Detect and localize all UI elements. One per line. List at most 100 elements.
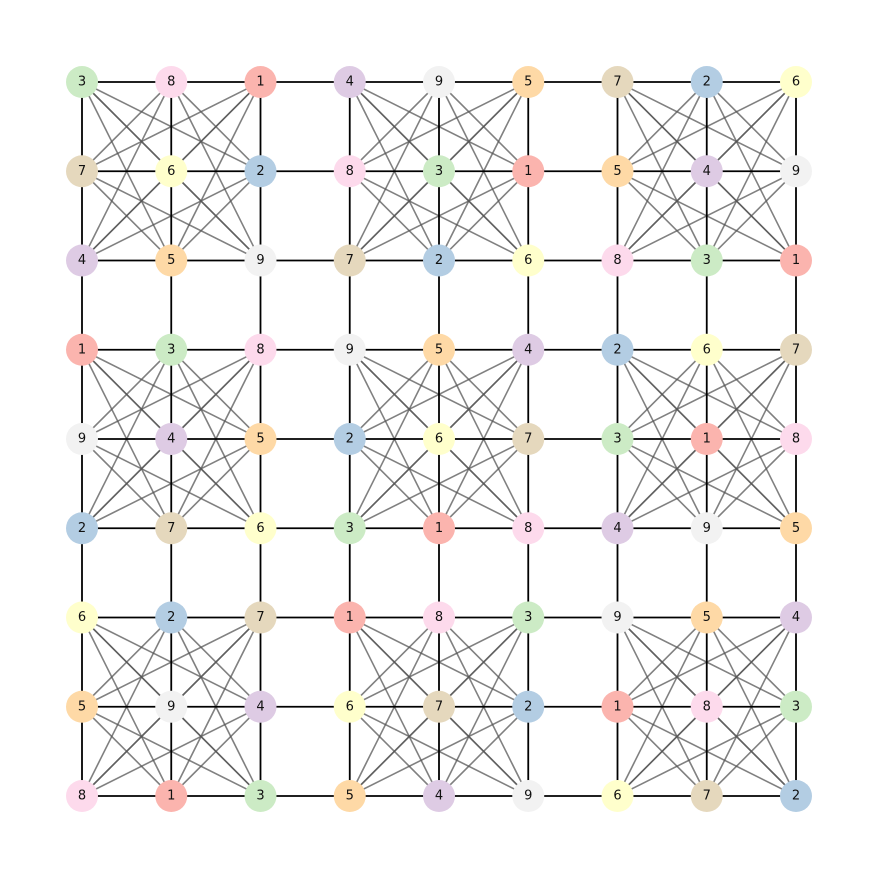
graph-node: 4 bbox=[66, 244, 98, 277]
graph-node: 2 bbox=[601, 333, 634, 366]
node-label: 1 bbox=[613, 699, 621, 714]
graph-node: 5 bbox=[333, 780, 366, 812]
graph-node: 8 bbox=[155, 66, 188, 98]
node-circle bbox=[512, 601, 545, 634]
graph-node: 6 bbox=[66, 601, 98, 634]
box-edge bbox=[616, 616, 708, 708]
node-label: 8 bbox=[78, 789, 86, 804]
node-label: 7 bbox=[435, 699, 443, 714]
node-label: 2 bbox=[524, 699, 532, 714]
node-circle bbox=[512, 423, 545, 455]
graph-nodes: 3 8 1 4 9 5 7 2 6 7 6 2 8 3 1 5 4 9 4 5 9 7 2 6 8 3 1 1 3 8 9 5 4 2 6 7 9 4 5 2… bbox=[66, 66, 812, 812]
box-edge bbox=[706, 706, 797, 797]
graph-node: 6 bbox=[155, 155, 188, 188]
node-label: 4 bbox=[256, 699, 264, 714]
graph-node: 4 bbox=[244, 690, 277, 723]
node-circle bbox=[333, 512, 366, 545]
node-label: 9 bbox=[524, 789, 532, 804]
node-circle bbox=[66, 155, 98, 188]
box-edge bbox=[706, 438, 797, 529]
graph-node: 2 bbox=[155, 601, 188, 634]
graph-node: 1 bbox=[333, 601, 366, 634]
node-circle bbox=[66, 512, 98, 545]
node-label: 6 bbox=[703, 342, 711, 357]
graph-node: 5 bbox=[244, 423, 277, 455]
node-label: 5 bbox=[346, 789, 354, 804]
node-label: 1 bbox=[78, 342, 86, 357]
node-circle bbox=[66, 244, 98, 277]
node-label: 3 bbox=[435, 164, 443, 179]
node-label: 7 bbox=[346, 253, 354, 268]
graph-node: 6 bbox=[690, 333, 723, 366]
node-circle bbox=[780, 601, 812, 634]
box-edge bbox=[706, 170, 797, 262]
graph-node: 4 bbox=[423, 780, 455, 812]
graph-node: 7 bbox=[66, 155, 98, 188]
graph-node: 4 bbox=[690, 155, 723, 188]
node-label: 1 bbox=[167, 789, 175, 804]
node-label: 9 bbox=[613, 610, 621, 625]
box-edge bbox=[170, 438, 262, 529]
node-circle bbox=[601, 512, 634, 545]
node-label: 2 bbox=[703, 75, 711, 90]
node-label: 8 bbox=[435, 610, 443, 625]
node-label: 4 bbox=[435, 789, 443, 804]
node-label: 7 bbox=[167, 521, 175, 536]
graph-node: 9 bbox=[155, 690, 188, 723]
node-circle bbox=[244, 244, 277, 277]
graph-node: 6 bbox=[780, 66, 812, 98]
node-circle bbox=[601, 690, 634, 723]
node-label: 8 bbox=[524, 521, 532, 536]
node-circle bbox=[244, 780, 277, 812]
graph-node: 1 bbox=[690, 423, 723, 455]
node-label: 1 bbox=[703, 432, 711, 447]
node-circle bbox=[244, 155, 277, 188]
node-circle bbox=[423, 780, 455, 812]
node-label: 9 bbox=[78, 432, 86, 447]
node-label: 6 bbox=[524, 253, 532, 268]
graph-node: 9 bbox=[333, 333, 366, 366]
graph-node: 3 bbox=[423, 155, 455, 188]
node-label: 2 bbox=[167, 610, 175, 625]
box-edge bbox=[349, 438, 440, 529]
box-edge bbox=[438, 438, 529, 529]
graph-node: 6 bbox=[333, 690, 366, 723]
node-circle bbox=[155, 333, 188, 366]
box-edge bbox=[170, 706, 262, 797]
graph-node: 8 bbox=[423, 601, 455, 634]
graph-node: 7 bbox=[423, 690, 455, 723]
node-circle bbox=[423, 423, 455, 455]
node-label: 2 bbox=[256, 164, 264, 179]
node-label: 2 bbox=[613, 342, 621, 357]
node-circle bbox=[333, 423, 366, 455]
graph-node: 7 bbox=[780, 333, 812, 366]
node-label: 4 bbox=[792, 610, 800, 625]
graph-node: 1 bbox=[244, 66, 277, 98]
graph-node: 7 bbox=[333, 244, 366, 277]
graph-node: 2 bbox=[333, 423, 366, 455]
node-label: 8 bbox=[613, 253, 621, 268]
graph-node: 6 bbox=[244, 512, 277, 545]
node-circle bbox=[601, 333, 634, 366]
graph-node: 2 bbox=[423, 244, 455, 277]
node-label: 9 bbox=[256, 253, 264, 268]
node-circle bbox=[690, 423, 723, 455]
graph-node: 9 bbox=[512, 780, 545, 812]
graph-node: 8 bbox=[512, 512, 545, 545]
graph-node: 2 bbox=[66, 512, 98, 545]
node-circle bbox=[690, 333, 723, 366]
graph-node: 2 bbox=[690, 66, 723, 98]
box-edge bbox=[349, 616, 440, 708]
node-circle bbox=[155, 690, 188, 723]
node-circle bbox=[66, 601, 98, 634]
node-circle bbox=[780, 780, 812, 812]
node-label: 5 bbox=[613, 164, 621, 179]
graph-node: 1 bbox=[512, 155, 545, 188]
node-label: 9 bbox=[167, 699, 175, 714]
node-label: 4 bbox=[167, 432, 175, 447]
graph-node: 8 bbox=[690, 690, 723, 723]
node-label: 5 bbox=[792, 521, 800, 536]
node-label: 8 bbox=[346, 164, 354, 179]
node-label: 5 bbox=[167, 253, 175, 268]
node-circle bbox=[155, 244, 188, 277]
